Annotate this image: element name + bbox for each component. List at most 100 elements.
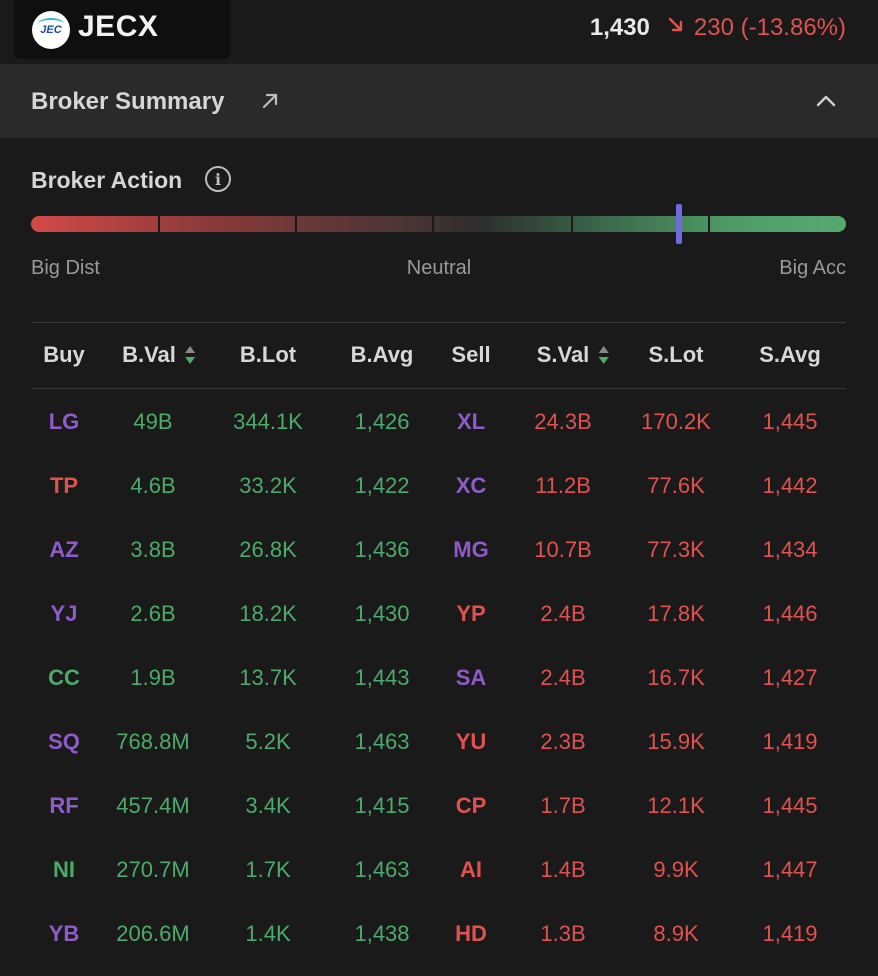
cell-b-avg: 1,426 (354, 409, 410, 434)
cell-s-lot: 77.6K (647, 473, 705, 498)
buyer-broker-code[interactable]: LG (48, 409, 80, 434)
table-row[interactable]: NI 270.7M 1.7K 1,463 AI 1.4B 9.9K 1,447 (31, 837, 846, 901)
info-icon[interactable]: i (205, 166, 231, 192)
table-row[interactable]: YJ 2.6B 18.2K 1,430 YP 2.4B 17.8K 1,446 (31, 581, 846, 645)
ticker-symbol: JECX (78, 10, 159, 43)
seller-broker-code[interactable]: MG (453, 537, 489, 562)
seller-broker-code[interactable]: SA (455, 665, 487, 690)
cell-s-lot: 12.1K (647, 793, 705, 818)
buyer-broker-code[interactable]: SQ (48, 729, 80, 754)
cell-s-avg: 1,427 (762, 665, 818, 690)
last-price: 1,430 (589, 14, 650, 41)
cell-s-lot: 15.9K (647, 729, 705, 754)
cell-b-lot: 344.1K (233, 409, 303, 434)
table-row[interactable]: TP 4.6B 33.2K 1,422 XC 11.2B 77.6K 1,442 (31, 453, 846, 517)
cell-s-lot: 8.9K (653, 921, 699, 946)
price-change: 230 (-13.86%) (693, 14, 846, 41)
seller-broker-code[interactable]: XC (455, 473, 487, 498)
buyer-broker-code[interactable]: RF (49, 793, 79, 818)
buyer-broker-code[interactable]: YJ (50, 601, 78, 626)
cell-s-avg: 1,446 (762, 601, 818, 626)
seller-broker-code[interactable]: AI (460, 857, 482, 882)
seller-broker-code[interactable]: XL (456, 409, 486, 434)
cell-s-val: 11.2B (535, 473, 591, 498)
cell-b-avg: 1,463 (354, 729, 410, 754)
cell-b-avg: 1,415 (354, 793, 410, 818)
gauge-separator (708, 216, 710, 232)
table-row[interactable]: YB 206.6M 1.4K 1,438 HD 1.3B 8.9K 1,419 (31, 901, 846, 965)
cell-b-avg: 1,443 (354, 665, 410, 690)
gauge-separator (571, 216, 573, 232)
cell-s-lot: 16.7K (647, 665, 705, 690)
seller-broker-code[interactable]: YU (455, 729, 487, 754)
table-row[interactable]: SQ 768.8M 5.2K 1,463 YU 2.3B 15.9K 1,419 (31, 709, 846, 773)
cell-s-avg: 1,442 (762, 473, 818, 498)
cell-b-lot: 5.2K (245, 729, 291, 754)
cell-b-avg: 1,438 (354, 921, 410, 946)
logo-text: JEC (40, 24, 62, 36)
cell-s-val: 1.4B (540, 857, 586, 882)
cell-b-val: 206.6M (116, 921, 190, 946)
header-buy: Buy (43, 342, 85, 367)
cell-s-val: 2.4B (540, 665, 586, 690)
table-header: Buy B.Val B.Lot B.Avg Sell S.Val S.Lot S… (31, 322, 846, 388)
section-title: Broker Summary (31, 88, 225, 115)
chevron-up-icon[interactable] (814, 91, 838, 111)
broker-action-title: Broker Action (31, 167, 183, 193)
cell-s-avg: 1,419 (762, 921, 818, 946)
cell-s-lot: 77.3K (647, 537, 705, 562)
external-link-icon[interactable] (258, 89, 282, 113)
header-b-avg: B.Avg (350, 342, 414, 367)
header-s-lot: S.Lot (648, 342, 704, 367)
table-row[interactable]: AZ 3.8B 26.8K 1,436 MG 10.7B 77.3K 1,434 (31, 517, 846, 581)
table-top-divider (31, 322, 846, 323)
cell-b-val: 3.8B (130, 537, 176, 562)
cell-b-lot: 1.4K (245, 921, 291, 946)
cell-b-val: 2.6B (130, 601, 176, 626)
gauge-separator (158, 216, 160, 232)
arrow-down-right-icon (666, 15, 686, 41)
buyer-broker-code[interactable]: YB (48, 921, 80, 946)
buyer-broker-code[interactable]: TP (49, 473, 79, 498)
seller-broker-code[interactable]: YP (456, 601, 486, 626)
header-sell: Sell (451, 342, 491, 367)
gauge-label-big-acc: Big Acc (779, 257, 846, 279)
table-row[interactable]: LG 49B 344.1K 1,426 XL 24.3B 170.2K 1,445 (31, 389, 846, 453)
gauge-separator (295, 216, 297, 232)
seller-broker-code[interactable]: HD (455, 921, 487, 946)
sort-icon[interactable] (184, 344, 196, 366)
cell-s-lot: 170.2K (641, 409, 711, 434)
header-s-val[interactable]: S.Val (537, 342, 610, 368)
broker-summary-header[interactable]: Broker Summary (0, 64, 878, 138)
cell-s-lot: 9.9K (653, 857, 699, 882)
header-b-lot: B.Lot (239, 342, 297, 367)
header-b-val[interactable]: B.Val (122, 342, 196, 368)
cell-b-val: 1.9B (130, 665, 176, 690)
buyer-broker-code[interactable]: NI (53, 857, 75, 882)
price-summary: 1,430 230 (-13.86%) (590, 14, 846, 42)
buyer-broker-code[interactable]: CC (48, 665, 80, 690)
table-row[interactable]: RF 457.4M 3.4K 1,415 CP 1.7B 12.1K 1,445 (31, 773, 846, 837)
broker-action-gauge (31, 216, 846, 232)
buyer-broker-code[interactable]: AZ (49, 537, 79, 562)
cell-s-lot: 17.8K (647, 601, 705, 626)
cell-b-avg: 1,463 (354, 857, 410, 882)
cell-s-avg: 1,419 (762, 729, 818, 754)
cell-s-val: 1.7B (540, 793, 586, 818)
ticker-box[interactable]: JEC JECX (14, 0, 230, 59)
cell-s-avg: 1,447 (762, 857, 818, 882)
cell-s-avg: 1,445 (762, 793, 818, 818)
cell-b-avg: 1,430 (354, 601, 410, 626)
cell-b-lot: 3.4K (245, 793, 291, 818)
cell-b-lot: 33.2K (239, 473, 297, 498)
sort-icon[interactable] (597, 344, 609, 366)
cell-s-val: 2.3B (540, 729, 586, 754)
company-logo: JEC (32, 11, 70, 49)
cell-b-val: 4.6B (130, 473, 176, 498)
seller-broker-code[interactable]: CP (455, 793, 487, 818)
header-s-avg: S.Avg (759, 342, 821, 367)
gauge-marker (675, 204, 682, 244)
table-row[interactable]: CC 1.9B 13.7K 1,443 SA 2.4B 16.7K 1,427 (31, 645, 846, 709)
cell-b-val: 768.8M (116, 729, 190, 754)
cell-b-avg: 1,436 (354, 537, 410, 562)
